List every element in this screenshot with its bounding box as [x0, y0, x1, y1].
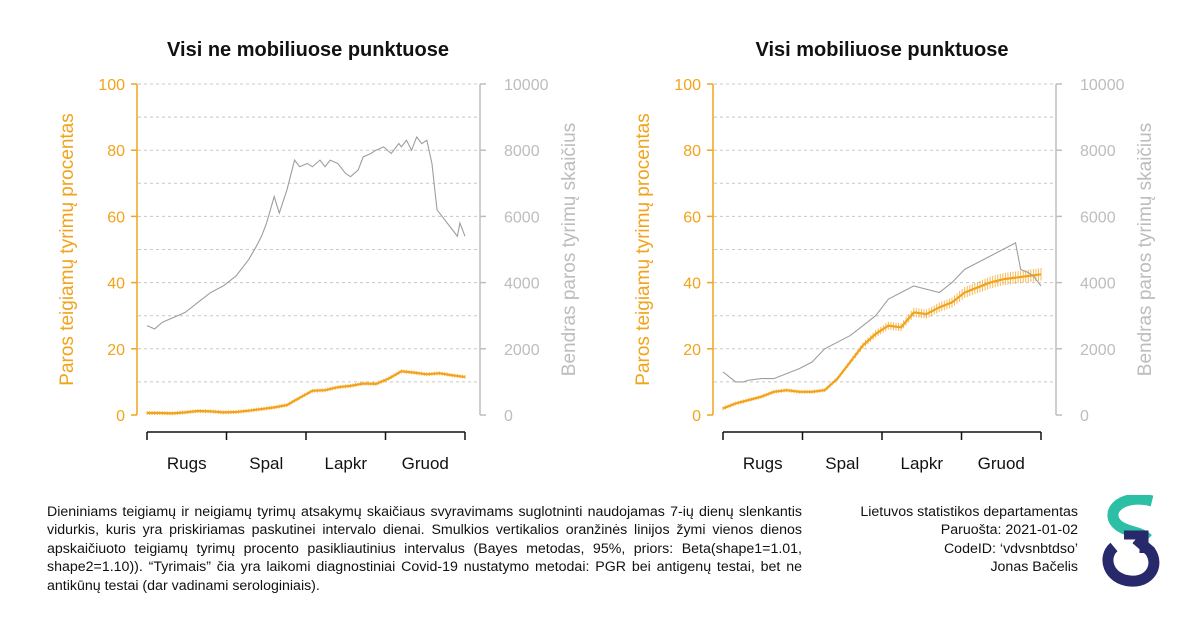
chart-left: Visi ne mobiliuose punktuose 0 20 40 60 80 100…: [57, 39, 580, 473]
credits-prepared-date: Paruošta: 2021-01-02: [940, 522, 1078, 539]
left-axis-tick-label: 100: [674, 77, 701, 94]
left-axis-tick-label: 60: [107, 209, 125, 226]
credits-author: Jonas Bačelis: [990, 559, 1078, 576]
x-axis-month-label: Rugs: [743, 454, 783, 473]
right-axis-label: Bendras paros tyrimų skaičius: [559, 123, 580, 376]
x-axis-month-label: Spal: [825, 454, 859, 473]
left-axis-tick-label: 80: [683, 143, 701, 160]
right-axis-tick-label: 6000: [1080, 209, 1116, 226]
chart-title: Visi ne mobiliuose punktuose: [167, 39, 449, 61]
right-axis-tick-label: 8000: [504, 143, 540, 160]
right-axis-tick-label: 4000: [1080, 276, 1116, 293]
left-axis-tick-label: 20: [683, 342, 701, 359]
chart-title: Visi mobiliuose punktuose: [755, 39, 1008, 61]
x-axis-month-label: Gruod: [978, 454, 1025, 473]
x-axis-month-label: Spal: [249, 454, 283, 473]
x-axis-month-label: Lapkr: [900, 454, 943, 473]
left-axis-tick-label: 40: [683, 276, 701, 293]
right-axis-label: Bendras paros tyrimų skaičius: [1135, 123, 1156, 376]
right-axis-tick-label: 2000: [1080, 342, 1116, 359]
left-axis-tick-label: 100: [98, 77, 125, 94]
right-axis-tick-label: 4000: [504, 276, 540, 293]
statistics-lithuania-logo-icon: [1102, 495, 1160, 587]
left-axis-label: Paros teigiamų tyrimų procentas: [633, 113, 654, 385]
left-axis-label: Paros teigiamų tyrimų procentas: [57, 113, 78, 385]
x-axis-month-label: Rugs: [167, 454, 207, 473]
right-axis-tick-label: 10000: [1080, 77, 1125, 94]
right-axis-tick-label: 0: [504, 408, 513, 425]
credits-organization: Lietuvos statistikos departamentas: [860, 504, 1078, 520]
left-axis-tick-label: 20: [107, 342, 125, 359]
left-axis-tick-label: 80: [107, 143, 125, 160]
series-line-total-tests: [722, 242, 1042, 383]
methodology-note: Dieniniams teigiamų ir neigiamų tyrimų a…: [47, 504, 802, 594]
credits-block: Lietuvos statistikos departamentas Paruo…: [820, 503, 1078, 577]
chart-right: Visi mobiliuose punktuose 0 20 40 60 80 100 Par…: [633, 39, 1156, 473]
right-axis-tick-label: 2000: [504, 342, 540, 359]
series-line-positive-share: [722, 273, 1042, 410]
series-line-positive-share: [147, 370, 466, 415]
left-axis-tick-label: 0: [692, 408, 701, 425]
left-axis-tick-label: 60: [683, 209, 701, 226]
left-axis-tick-label: 40: [107, 276, 125, 293]
left-axis-tick-label: 0: [116, 408, 125, 425]
charts-area: Visi ne mobiliuose punktuose 0 20 40 60 80 100…: [57, 39, 1156, 473]
credits-code-id: CodeID: ‘vdvsnbtdso’: [943, 540, 1078, 557]
series-line-total-tests: [146, 135, 466, 330]
x-axis-month-label: Lapkr: [324, 454, 367, 473]
right-axis-tick-label: 10000: [504, 77, 549, 94]
right-axis-tick-label: 8000: [1080, 143, 1116, 160]
right-axis-tick-label: 0: [1080, 408, 1089, 425]
x-axis-month-label: Gruod: [402, 454, 449, 473]
right-axis-tick-label: 6000: [504, 209, 540, 226]
